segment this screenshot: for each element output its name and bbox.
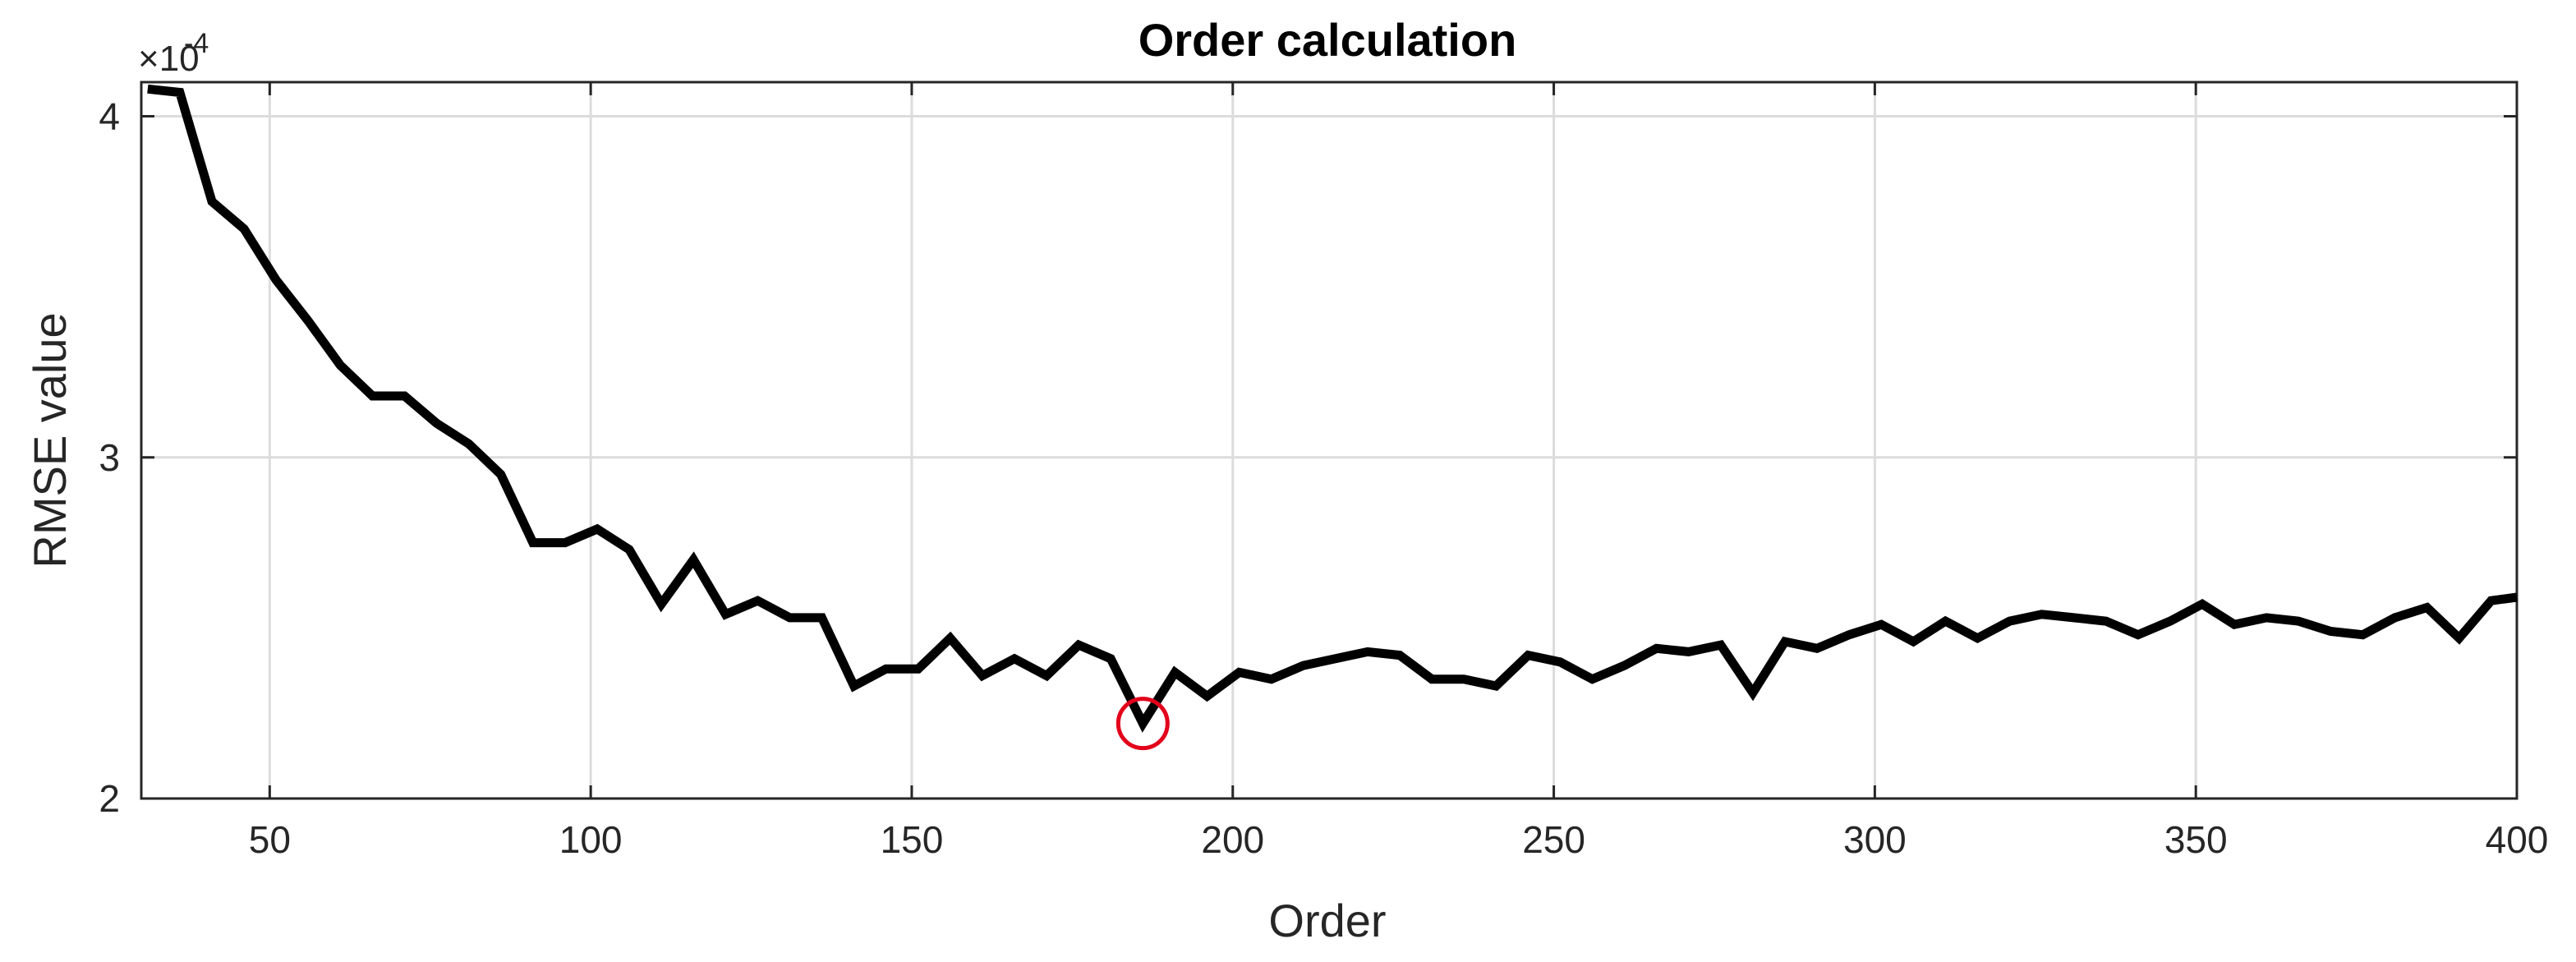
y-exponent-base: ×10 bbox=[138, 39, 200, 79]
x-tick-label: 300 bbox=[1843, 818, 1907, 861]
minimum-marker-circle bbox=[1116, 697, 1170, 751]
series-line bbox=[147, 84, 2518, 733]
grid bbox=[141, 82, 2518, 800]
chart-title: Order calculation bbox=[1138, 14, 1517, 66]
y-tick-label: 3 bbox=[99, 436, 120, 479]
x-tick-label: 400 bbox=[2486, 818, 2549, 861]
y-exponent-power: -4 bbox=[184, 28, 209, 59]
x-tick-label: 150 bbox=[881, 818, 944, 861]
y-axis-label: RMSE value bbox=[24, 312, 76, 568]
x-tick-label: 100 bbox=[559, 818, 623, 861]
x-tick-label: 50 bbox=[249, 818, 291, 861]
series-layer bbox=[147, 84, 2518, 751]
axis-ticks bbox=[141, 82, 2518, 800]
x-tick-label: 350 bbox=[2164, 818, 2228, 861]
x-axis-label: Order bbox=[1268, 895, 1386, 946]
y-tick-label: 4 bbox=[99, 95, 120, 138]
x-tick-label: 250 bbox=[1522, 818, 1585, 861]
y-tick-label: 2 bbox=[99, 777, 120, 820]
x-tick-label: 200 bbox=[1201, 818, 1264, 861]
y-exponent-label: ×10 -4 bbox=[138, 28, 209, 79]
tick-labels: 50 100 150 200 250 300 350 400 2 3 4 bbox=[99, 95, 2548, 861]
plot-area bbox=[140, 81, 2518, 800]
